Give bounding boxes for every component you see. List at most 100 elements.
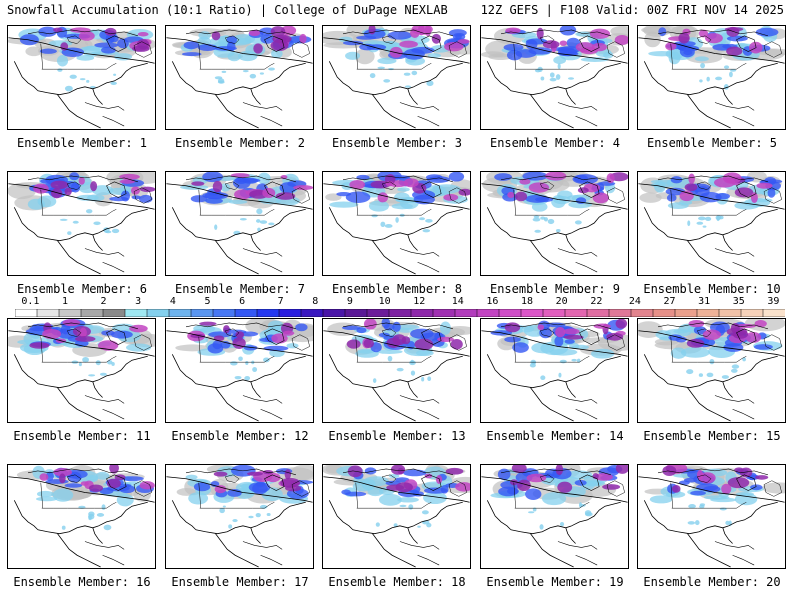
colorbar-swatch <box>630 309 654 317</box>
snowfall-map <box>8 465 155 568</box>
colorbar-swatch <box>278 309 302 317</box>
colorbar-swatch <box>432 309 456 317</box>
snowfall-map <box>481 465 628 568</box>
snowfall-map <box>638 319 785 422</box>
colorbar-swatch <box>190 309 214 317</box>
colorbar-tick-label: 5 <box>204 296 211 307</box>
colorbar-swatch <box>80 309 104 317</box>
ensemble-member-panel <box>637 318 786 423</box>
colorbar-swatch <box>256 309 280 317</box>
colorbar-tick-label: 39 <box>767 296 780 307</box>
ensemble-member-label: Ensemble Member: 20 <box>643 575 781 589</box>
colorbar-swatch <box>322 309 346 317</box>
ensemble-member-label: Ensemble Member: 6 <box>16 282 148 296</box>
ensemble-member-panel <box>7 25 156 130</box>
colorbar-swatch <box>454 309 478 317</box>
colorbar-swatch <box>58 309 82 317</box>
colorbar-tick-label: 10 <box>378 296 391 307</box>
colorbar-swatch <box>146 309 170 317</box>
ensemble-member-label: Ensemble Member: 17 <box>171 575 309 589</box>
colorbar-swatch <box>102 309 126 317</box>
snowfall-map <box>8 26 155 129</box>
colorbar-swatch <box>410 309 434 317</box>
colorbar-tick-label: 1 <box>62 296 69 307</box>
colorbar-tick-label: 9 <box>346 296 353 307</box>
ensemble-member-panel <box>165 464 314 569</box>
snowfall-map <box>323 26 470 129</box>
colorbar-tick-label: 0.1 <box>21 296 40 307</box>
colorbar-swatch <box>388 309 412 317</box>
ensemble-member-panel <box>165 171 314 276</box>
ensemble-member-label: Ensemble Member: 13 <box>328 429 466 443</box>
snowfall-map <box>8 319 155 422</box>
ensemble-member-panel <box>322 25 471 130</box>
ensemble-member-label: Ensemble Member: 14 <box>486 429 624 443</box>
ensemble-member-label: Ensemble Member: 3 <box>331 136 463 150</box>
ensemble-member-panel <box>637 464 786 569</box>
colorbar-tick-label: 22 <box>590 296 603 307</box>
ensemble-member-label: Ensemble Member: 19 <box>486 575 624 589</box>
ensemble-member-label: Ensemble Member: 16 <box>13 575 151 589</box>
snowfall-map <box>481 319 628 422</box>
ensemble-member-panel <box>7 464 156 569</box>
ensemble-member-panel <box>480 25 629 130</box>
colorbar-tick-label: 4 <box>169 296 176 307</box>
colorbar-tick-label: 2 <box>100 296 107 307</box>
snowfall-map <box>166 465 313 568</box>
snowfall-map <box>166 172 313 275</box>
colorbar-tick-label: 18 <box>521 296 534 307</box>
ensemble-member-label: Ensemble Member: 7 <box>174 282 306 296</box>
ensemble-member-label: Ensemble Member: 10 <box>643 282 781 296</box>
colorbar-swatch <box>498 309 522 317</box>
colorbar-tick-label: 6 <box>239 296 246 307</box>
colorbar-swatch <box>344 309 368 317</box>
ensemble-member-panel <box>480 318 629 423</box>
ensemble-member-label: Ensemble Member: 4 <box>489 136 621 150</box>
colorbar-tick-label: 31 <box>698 296 711 307</box>
ensemble-member-panel <box>7 171 156 276</box>
ensemble-member-label: Ensemble Member: 2 <box>174 136 306 150</box>
ensemble-member-panel <box>322 464 471 569</box>
colorbar-swatch <box>674 309 698 317</box>
colorbar-swatch <box>300 309 324 317</box>
colorbar-swatch <box>586 309 610 317</box>
colorbar-tick-label: 27 <box>663 296 676 307</box>
ensemble-member-label: Ensemble Member: 15 <box>643 429 781 443</box>
colorbar-swatch <box>36 309 60 317</box>
colorbar-tick-label: 14 <box>451 296 464 307</box>
ensemble-member-panel <box>480 171 629 276</box>
colorbar-swatch <box>520 309 544 317</box>
colorbar-tick-label: 20 <box>555 296 568 307</box>
colorbar-tick-label: 35 <box>732 296 745 307</box>
colorbar-swatch <box>168 309 192 317</box>
ensemble-member-panel <box>637 25 786 130</box>
colorbar-swatch <box>212 309 236 317</box>
snowfall-map <box>323 465 470 568</box>
colorbar-swatch <box>564 309 588 317</box>
colorbar-swatch <box>15 309 38 317</box>
snowfall-map <box>323 172 470 275</box>
colorbar-swatch <box>718 309 742 317</box>
colorbar-swatch <box>762 309 785 317</box>
colorbar-swatch <box>740 309 764 317</box>
ensemble-member-panel <box>165 25 314 130</box>
ensemble-member-label: Ensemble Member: 5 <box>646 136 778 150</box>
snowfall-map <box>638 465 785 568</box>
ensemble-member-panel <box>637 171 786 276</box>
colorbar-swatch <box>696 309 720 317</box>
ensemble-member-panel <box>322 318 471 423</box>
ensemble-member-label: Ensemble Member: 1 <box>16 136 148 150</box>
snowfall-map <box>638 26 785 129</box>
snowfall-map <box>323 319 470 422</box>
colorbar-swatch <box>476 309 500 317</box>
ensemble-member-label: Ensemble Member: 9 <box>489 282 621 296</box>
colorbar-tick-label: 7 <box>277 296 284 307</box>
snowfall-map <box>481 26 628 129</box>
ensemble-member-panel <box>322 171 471 276</box>
snowfall-map <box>166 319 313 422</box>
ensemble-member-panel <box>165 318 314 423</box>
colorbar-swatch <box>124 309 148 317</box>
ensemble-member-label: Ensemble Member: 11 <box>13 429 151 443</box>
snowfall-map <box>8 172 155 275</box>
snowfall-colorbar <box>15 309 785 317</box>
